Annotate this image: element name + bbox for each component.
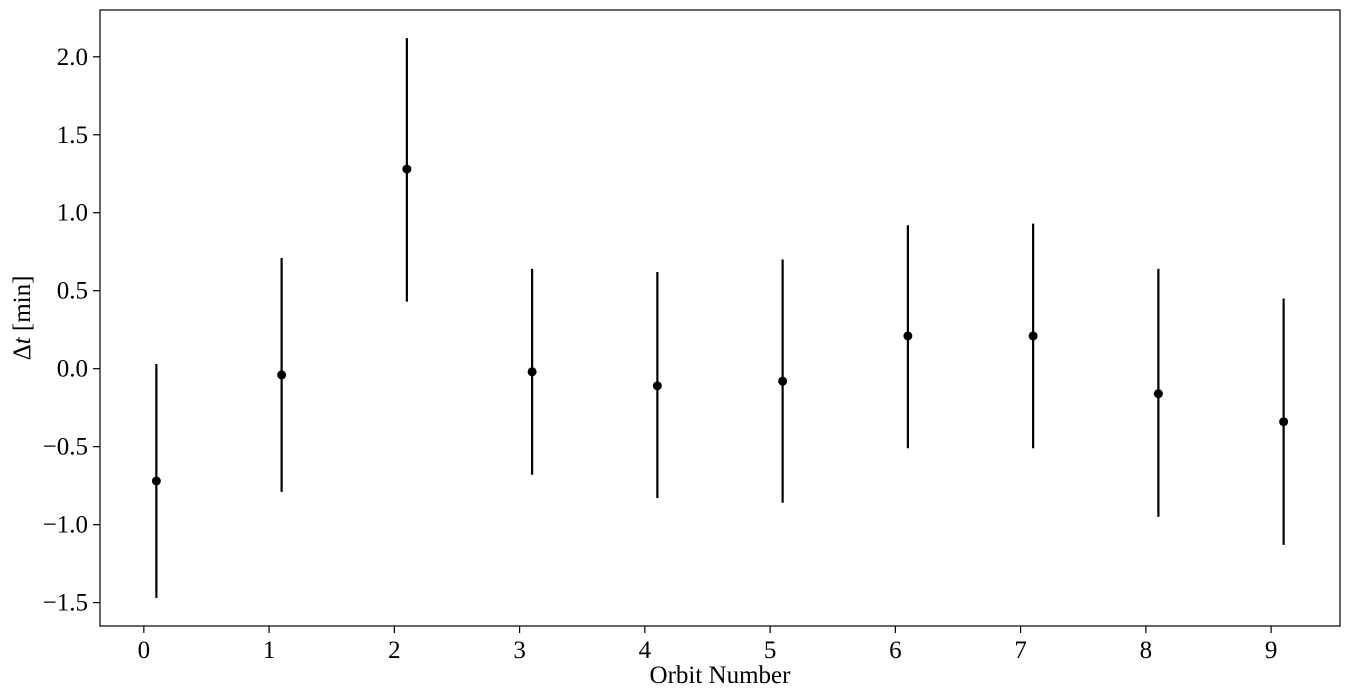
data-series <box>151 38 1289 598</box>
x-tick-label: 8 <box>1140 637 1153 664</box>
y-tick-label: 1.0 <box>57 200 88 227</box>
x-tick-label: 3 <box>513 637 526 664</box>
y-axis: −1.5 −1.0 −0.5 0.0 0.5 1.0 1.5 2.0 <box>43 44 100 617</box>
y-tick-label: 0.0 <box>57 356 88 383</box>
data-point <box>778 376 788 386</box>
data-point <box>1028 331 1038 341</box>
data-point <box>527 367 537 377</box>
data-point <box>652 381 662 391</box>
data-point <box>402 164 412 174</box>
y-axis-label-delta: Δ <box>9 344 36 360</box>
data-point <box>151 476 161 486</box>
x-axis-label: Orbit Number <box>650 662 792 689</box>
x-tick-label: 1 <box>263 637 276 664</box>
x-tick-label: 5 <box>764 637 777 664</box>
y-tick-label: −0.5 <box>43 434 88 461</box>
data-point <box>1279 417 1289 427</box>
y-tick-label: 0.5 <box>57 278 88 305</box>
y-axis-label-unit: [min] <box>9 276 36 338</box>
x-axis: 0 1 2 3 4 5 6 7 8 9 <box>138 626 1278 664</box>
x-tick-label: 6 <box>889 637 902 664</box>
data-point <box>903 331 913 341</box>
y-tick-label: −1.5 <box>43 590 88 617</box>
plot-frame <box>99 9 1341 627</box>
data-point <box>1153 389 1163 399</box>
x-tick-label: 9 <box>1265 637 1278 664</box>
data-point <box>277 370 287 380</box>
x-tick-label: 0 <box>138 637 151 664</box>
y-tick-label: 1.5 <box>57 122 88 149</box>
x-tick-label: 7 <box>1014 637 1027 664</box>
y-tick-label: −1.0 <box>43 512 88 539</box>
x-tick-label: 4 <box>639 637 652 664</box>
y-tick-label: 2.0 <box>57 44 88 71</box>
y-axis-label: Δt [min] <box>9 276 36 361</box>
y-axis-label-variable: t <box>9 336 36 344</box>
x-tick-label: 2 <box>388 637 401 664</box>
